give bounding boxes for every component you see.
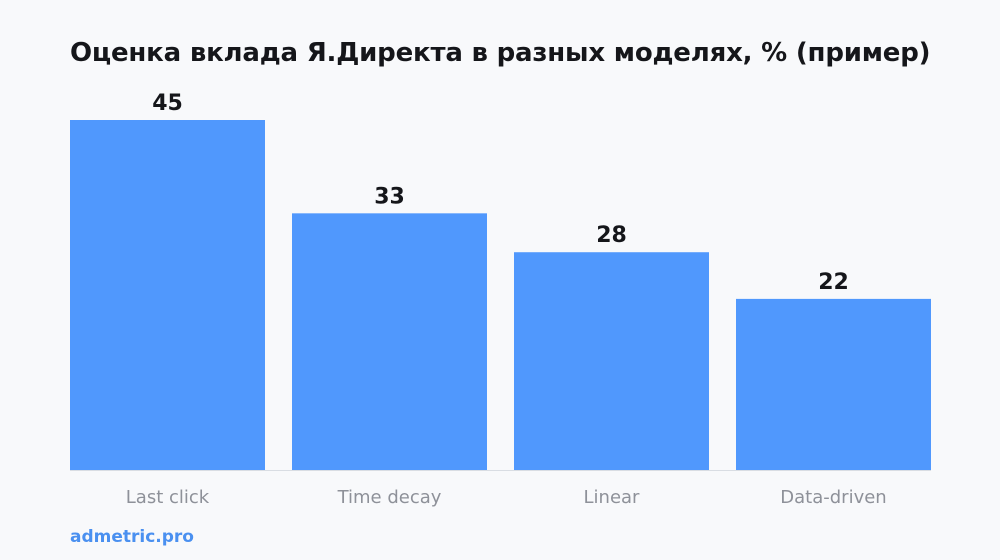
bar-time-decay (292, 213, 487, 471)
bar-value-label: 28 (596, 223, 627, 248)
bar-value-label: 22 (818, 270, 849, 295)
brand-link[interactable]: admetric.pro (70, 527, 194, 547)
bar-data-driven (736, 298, 931, 470)
x-tick-label: Time decay (337, 487, 442, 508)
bar-linear (514, 252, 709, 470)
bar-last-click (70, 120, 265, 470)
x-tick-label: Last click (126, 487, 210, 508)
x-tick-label: Linear (584, 487, 641, 508)
bar-value-label: 33 (374, 184, 405, 209)
x-tick-label: Data-driven (780, 487, 886, 508)
bar-value-label: 45 (152, 91, 183, 116)
chart-title: Оценка вклада Я.Директа в разных моделях… (70, 38, 931, 68)
